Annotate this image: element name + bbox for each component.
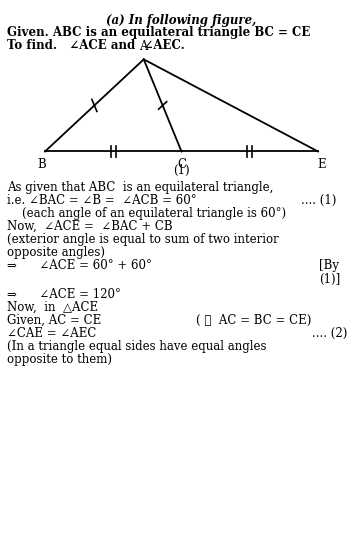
Text: (exterior angle is equal to sum of two interior: (exterior angle is equal to sum of two i… [7, 233, 279, 246]
Text: opposite to them): opposite to them) [7, 353, 112, 366]
Text: (each angle of an equilateral triangle is 60°): (each angle of an equilateral triangle i… [7, 207, 286, 220]
Text: opposite angles): opposite angles) [7, 246, 105, 259]
Text: (1): (1) [173, 164, 190, 177]
Text: ⇒      ∠ACE = 120°: ⇒ ∠ACE = 120° [7, 288, 121, 301]
Text: i.e. ∠BAC = ∠B =  ∠ACB = 60°: i.e. ∠BAC = ∠B = ∠ACB = 60° [7, 194, 197, 207]
Text: [By: [By [319, 259, 339, 272]
Text: ⇒      ∠ACE = 60° + 60°: ⇒ ∠ACE = 60° + 60° [7, 259, 152, 272]
Text: Given. ABC is an equilateral triangle BC = CE: Given. ABC is an equilateral triangle BC… [7, 26, 311, 39]
Text: (1)]: (1)] [319, 272, 341, 286]
Text: B: B [37, 158, 46, 171]
Text: Given, AC = CE: Given, AC = CE [7, 314, 102, 327]
Text: A: A [139, 40, 148, 53]
Text: As given that ABC  is an equilateral triangle,: As given that ABC is an equilateral tria… [7, 181, 274, 194]
Text: E: E [317, 158, 326, 171]
Text: (a) In following figure,: (a) In following figure, [106, 14, 257, 27]
Text: To find.   ∠ACE and  ∠AEC.: To find. ∠ACE and ∠AEC. [7, 39, 185, 52]
Text: ( ∴  AC = BC = CE): ( ∴ AC = BC = CE) [196, 314, 311, 327]
Text: Now,  ∠ACE =  ∠BAC + CB: Now, ∠ACE = ∠BAC + CB [7, 220, 173, 233]
Text: Now,  in  △ACE: Now, in △ACE [7, 301, 98, 314]
Text: .... (2): .... (2) [312, 327, 347, 340]
Text: ∠CAE = ∠AEC: ∠CAE = ∠AEC [7, 327, 97, 340]
Text: C: C [177, 158, 186, 171]
Text: (In a triangle equal sides have equal angles: (In a triangle equal sides have equal an… [7, 340, 267, 353]
Text: .... (1): .... (1) [301, 194, 337, 207]
